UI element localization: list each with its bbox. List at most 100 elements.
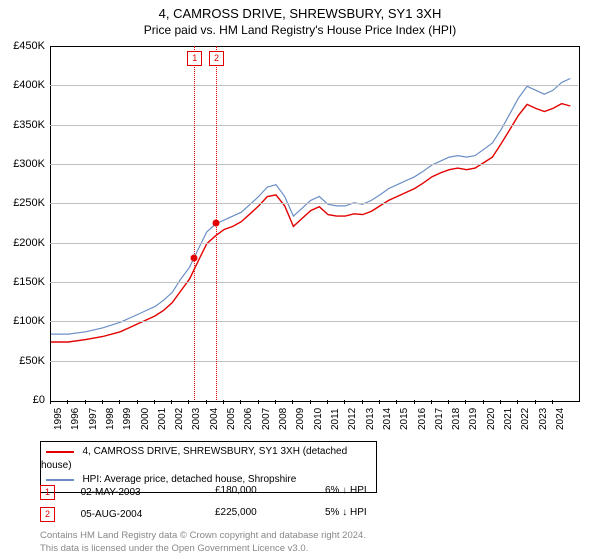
legend-swatch-property xyxy=(46,451,74,453)
x-tick-label: 2018 xyxy=(451,408,462,430)
chart-title-address: 4, CAMROSS DRIVE, SHREWSBURY, SY1 3XH xyxy=(0,0,600,21)
x-tick xyxy=(85,400,86,404)
x-tick xyxy=(171,400,172,404)
x-tick-label: 2012 xyxy=(347,408,358,430)
plot-svg xyxy=(51,47,579,401)
y-tick-label: £150K xyxy=(13,276,45,288)
sale-diff-1: 6% ↓ HPI xyxy=(325,485,367,496)
legend-label-hpi: HPI: Average price, detached house, Shro… xyxy=(82,474,296,485)
y-tick-label: £300K xyxy=(13,158,45,170)
x-tick xyxy=(431,400,432,404)
x-tick xyxy=(67,400,68,404)
chart-title-sub: Price paid vs. HM Land Registry's House … xyxy=(0,21,600,37)
sale-dot xyxy=(191,255,198,262)
plot-area xyxy=(50,46,580,402)
x-tick-label: 2007 xyxy=(261,408,272,430)
x-tick xyxy=(448,400,449,404)
x-tick-label: 2009 xyxy=(295,408,306,430)
legend-swatch-hpi xyxy=(46,479,74,481)
x-tick-label: 2019 xyxy=(468,408,479,430)
x-tick xyxy=(240,400,241,404)
x-tick-label: 2002 xyxy=(174,408,185,430)
sale-row-2: 2 05-AUG-2004 £225,000 5% ↓ HPI xyxy=(40,507,560,522)
x-tick-label: 2010 xyxy=(313,408,324,430)
y-tick-label: £0 xyxy=(33,394,45,406)
gridline-h xyxy=(50,243,578,244)
sale-marker-2: 2 xyxy=(40,507,55,522)
y-tick-label: £450K xyxy=(13,40,45,52)
y-tick-label: £100K xyxy=(13,315,45,327)
x-tick xyxy=(535,400,536,404)
x-tick-label: 2016 xyxy=(417,408,428,430)
x-tick xyxy=(465,400,466,404)
x-tick-label: 2020 xyxy=(486,408,497,430)
x-tick xyxy=(379,400,380,404)
x-tick xyxy=(137,400,138,404)
top-sale-marker: 2 xyxy=(209,51,224,66)
gridline-h xyxy=(50,125,578,126)
sale-row-1: 1 02-MAY-2003 £180,000 6% ↓ HPI xyxy=(40,485,560,500)
x-tick-label: 1998 xyxy=(105,408,116,430)
x-tick xyxy=(500,400,501,404)
gridline-h xyxy=(50,321,578,322)
sale-dot xyxy=(213,220,220,227)
x-tick-label: 1995 xyxy=(53,408,64,430)
x-tick xyxy=(154,400,155,404)
x-tick xyxy=(258,400,259,404)
x-tick-label: 2021 xyxy=(503,408,514,430)
gridline-h xyxy=(50,164,578,165)
x-tick-label: 2017 xyxy=(434,408,445,430)
x-tick-label: 2005 xyxy=(226,408,237,430)
x-tick-label: 2024 xyxy=(555,408,566,430)
x-tick-label: 2013 xyxy=(365,408,376,430)
x-tick-label: 1996 xyxy=(70,408,81,430)
x-tick xyxy=(396,400,397,404)
x-tick-label: 2000 xyxy=(140,408,151,430)
x-tick-label: 2003 xyxy=(191,408,202,430)
gridline-h xyxy=(50,85,578,86)
x-tick xyxy=(292,400,293,404)
x-tick xyxy=(275,400,276,404)
x-tick xyxy=(327,400,328,404)
x-tick xyxy=(344,400,345,404)
x-tick-label: 2001 xyxy=(157,408,168,430)
y-tick-label: £50K xyxy=(19,355,45,367)
gridline-h xyxy=(50,282,578,283)
x-tick xyxy=(188,400,189,404)
x-tick xyxy=(50,400,51,404)
x-tick xyxy=(414,400,415,404)
x-tick xyxy=(102,400,103,404)
x-tick xyxy=(362,400,363,404)
x-tick xyxy=(483,400,484,404)
x-tick-label: 2022 xyxy=(520,408,531,430)
x-tick-label: 2008 xyxy=(278,408,289,430)
sale-price-2: £225,000 xyxy=(215,507,257,518)
gridline-h xyxy=(50,361,578,362)
sale-date-1: 02-MAY-2003 xyxy=(81,487,141,498)
x-tick xyxy=(310,400,311,404)
legend-label-property: 4, CAMROSS DRIVE, SHREWSBURY, SY1 3XH (d… xyxy=(41,446,347,471)
x-tick-label: 1999 xyxy=(122,408,133,430)
footer-line-1: Contains HM Land Registry data © Crown c… xyxy=(40,530,366,541)
x-tick-label: 2015 xyxy=(399,408,410,430)
x-tick-label: 2023 xyxy=(538,408,549,430)
x-tick-label: 2011 xyxy=(330,408,341,430)
gridline-h xyxy=(50,203,578,204)
x-tick-label: 2014 xyxy=(382,408,393,430)
x-tick-label: 2004 xyxy=(209,408,220,430)
footer-line-2: This data is licensed under the Open Gov… xyxy=(40,543,308,554)
sale-marker-1: 1 xyxy=(40,485,55,500)
x-tick xyxy=(119,400,120,404)
x-tick-label: 2006 xyxy=(243,408,254,430)
top-sale-marker: 1 xyxy=(187,51,202,66)
x-tick xyxy=(206,400,207,404)
y-tick-label: £400K xyxy=(13,79,45,91)
y-tick-label: £350K xyxy=(13,119,45,131)
x-tick xyxy=(223,400,224,404)
x-tick-label: 1997 xyxy=(88,408,99,430)
series-hpi xyxy=(51,79,570,335)
sale-diff-2: 5% ↓ HPI xyxy=(325,507,367,518)
x-tick xyxy=(517,400,518,404)
sale-date-2: 05-AUG-2004 xyxy=(81,509,143,520)
sale-price-1: £180,000 xyxy=(215,485,257,496)
